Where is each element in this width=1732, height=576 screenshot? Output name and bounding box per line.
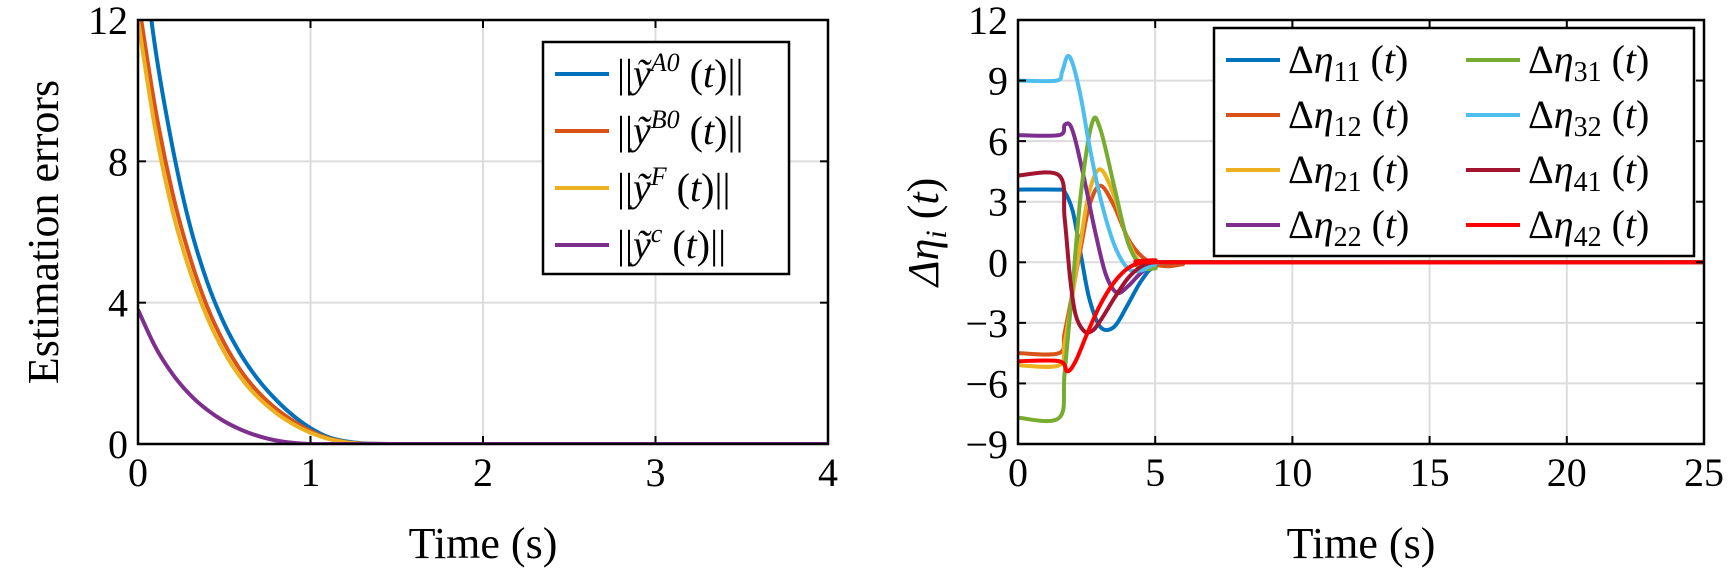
x-tick-label: 20 xyxy=(1547,450,1587,495)
y-tick-label: 0 xyxy=(108,422,128,467)
legend-item-1: Δη11 (t) xyxy=(1226,37,1408,88)
x-tick-label: 0 xyxy=(128,450,148,495)
legend-item-2: Δη12 (t) xyxy=(1226,92,1409,143)
legend-item-1: ||ỹA0 (t)|| xyxy=(555,48,743,96)
legend-label: ||ỹB0 (t)|| xyxy=(617,105,743,153)
x-axis-label: Time (s) xyxy=(1287,519,1436,568)
legend-item-5: Δη31 (t) xyxy=(1466,37,1649,88)
legend-item-6: Δη32 (t) xyxy=(1466,92,1649,143)
x-tick-label: 5 xyxy=(1145,450,1165,495)
y-tick-label: 9 xyxy=(988,59,1008,104)
series-line-1 xyxy=(149,20,828,444)
legend-item-3: Δη21 (t) xyxy=(1226,147,1409,198)
legend-label: Δη32 (t) xyxy=(1528,92,1649,143)
legend: ||ỹA0 (t)|| ||ỹB0 (t)|| ||ỹF (t)|| ||ỹc (t)… xyxy=(541,40,791,276)
x-axis-label: Time (s) xyxy=(409,519,558,568)
legend-box xyxy=(541,40,791,276)
x-tick-label: 25 xyxy=(1684,450,1724,495)
y-axis-label: Estimation errors xyxy=(19,80,68,384)
series-line-2 xyxy=(139,20,828,444)
legend-item-3: ||ỹF (t)|| xyxy=(555,162,730,210)
legend-label: Δη11 (t) xyxy=(1288,37,1408,88)
y-tick-label: −3 xyxy=(965,301,1008,346)
y-tick-label: 3 xyxy=(988,180,1008,225)
legend-item-4: Δη22 (t) xyxy=(1226,202,1409,253)
y-tick-label: 8 xyxy=(108,139,128,184)
legend-label: ||ỹF (t)|| xyxy=(617,162,730,210)
legend-item-4: ||ỹc (t)|| xyxy=(555,219,726,267)
plot-frame xyxy=(1016,18,1706,446)
legend-label: ||ỹA0 (t)|| xyxy=(617,48,743,96)
legend-item-8: Δη42 (t) xyxy=(1466,202,1649,253)
x-tick-label: 0 xyxy=(1008,450,1028,495)
legend-label: Δη31 (t) xyxy=(1528,37,1649,88)
legend-label: Δη22 (t) xyxy=(1288,202,1409,253)
legend-box xyxy=(1212,26,1696,258)
legend-label: ||ỹc (t)|| xyxy=(617,219,726,267)
series-group xyxy=(1018,53,1704,424)
series-line-8 xyxy=(1018,258,1704,374)
y-tick-label: −6 xyxy=(965,361,1008,406)
x-tick-label: 3 xyxy=(646,450,666,495)
legend-item-7: Δη41 (t) xyxy=(1466,147,1649,198)
x-tick-label: 15 xyxy=(1410,450,1450,495)
y-tick-label: 4 xyxy=(108,281,128,326)
x-tick-label: 10 xyxy=(1272,450,1312,495)
legend-item-2: ||ỹB0 (t)|| xyxy=(555,105,743,153)
y-tick-label: 0 xyxy=(988,240,1008,285)
x-tick-label: 2 xyxy=(473,450,493,495)
legend-label: Δη42 (t) xyxy=(1528,202,1649,253)
legend-label: Δη12 (t) xyxy=(1288,92,1409,143)
legend-label: Δη41 (t) xyxy=(1528,147,1649,198)
y-tick-label: 12 xyxy=(968,0,1008,43)
series-line-3 xyxy=(138,20,828,444)
chart-delta-eta: 0 5 10 15 20 25 −9 −6 −3 0 3 6 9 12 Time (s) Δηi (t) Δη1… xyxy=(899,0,1724,568)
legend: Δη11 (t)Δη12 (t)Δη21 (t)Δη22 (t) Δη31 (t)… xyxy=(1212,26,1696,258)
x-tick-label: 1 xyxy=(301,450,321,495)
y-tick-label: 6 xyxy=(988,119,1008,164)
legend-label: Δη21 (t) xyxy=(1288,147,1409,198)
y-axis-label: Δηi (t) xyxy=(899,178,953,289)
y-tick-label: −9 xyxy=(965,422,1008,467)
y-tick-label: 12 xyxy=(88,0,128,43)
x-tick-label: 4 xyxy=(818,450,838,495)
